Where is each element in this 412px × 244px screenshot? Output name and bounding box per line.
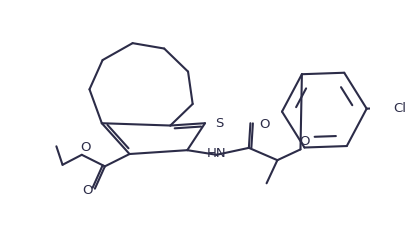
Text: O: O	[80, 141, 91, 153]
Text: O: O	[260, 118, 270, 131]
Text: O: O	[299, 135, 309, 148]
Text: O: O	[82, 184, 92, 197]
Text: Cl: Cl	[393, 102, 406, 115]
Text: HN: HN	[207, 147, 226, 160]
Text: S: S	[215, 118, 223, 131]
